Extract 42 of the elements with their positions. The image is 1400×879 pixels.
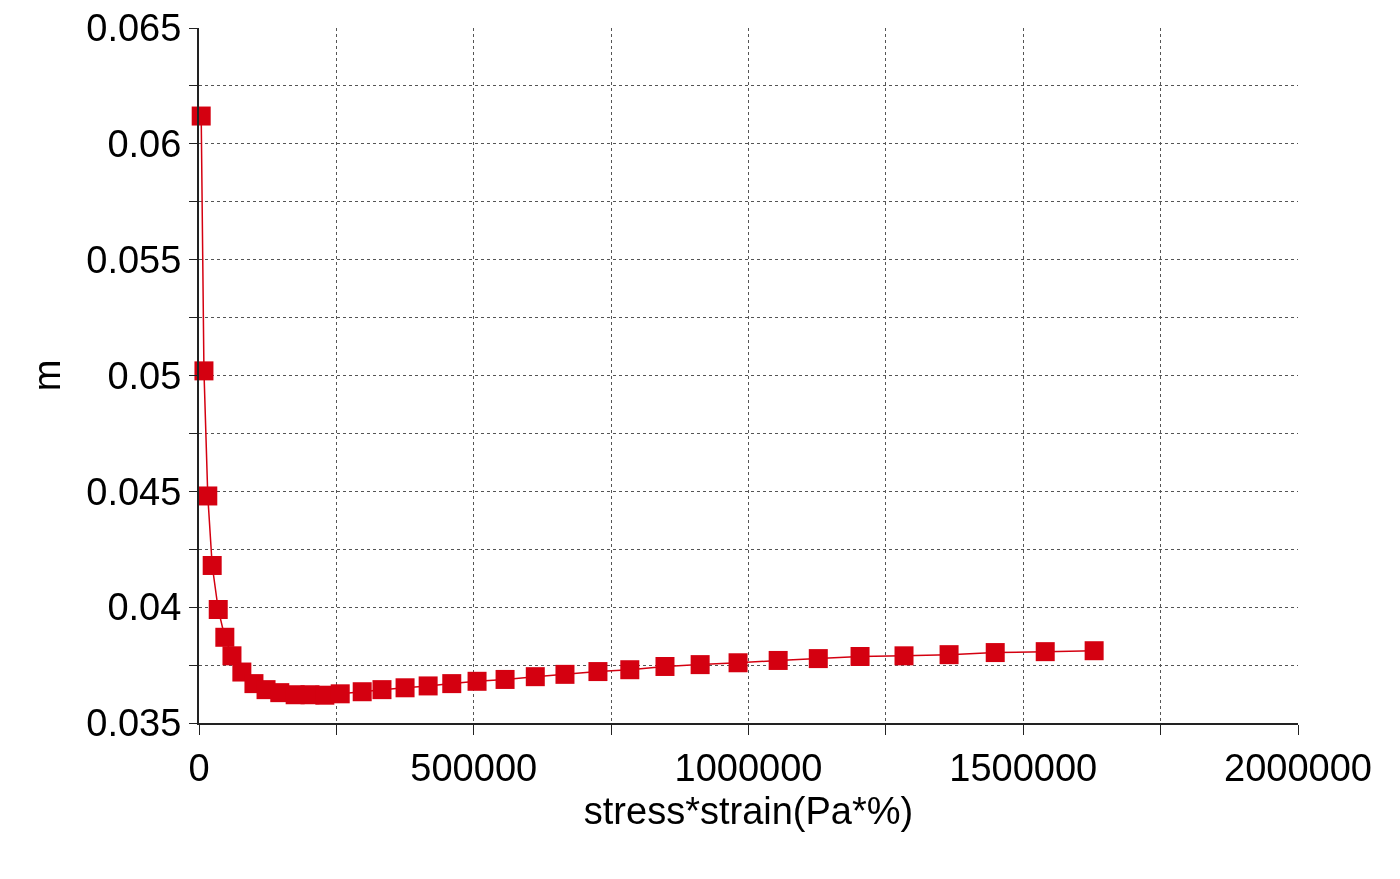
x-tick-label: 1000000 [674,746,823,789]
point [1084,641,1104,661]
point [352,682,372,702]
point [620,660,640,680]
y-tick-label: 0.045 [86,470,182,513]
y-axis-title: m [26,359,69,392]
y-tick-label: 0.065 [86,7,182,50]
point [555,664,575,684]
y-tick-label: 0.035 [86,702,182,745]
y-tick-label: 0.06 [107,123,182,166]
x-tick-label: 1500000 [949,746,1098,789]
point [467,671,487,691]
point [215,627,235,647]
point [728,653,748,673]
point [418,676,438,696]
point [442,674,462,694]
x-axis-title: stress*strain(Pa*%) [583,790,914,833]
point [588,662,608,682]
y-tick-label: 0.055 [86,238,182,281]
point [1035,642,1055,662]
point [198,486,218,506]
point [808,649,828,669]
point [208,599,228,619]
point [222,646,242,666]
point [655,656,675,676]
point [939,645,959,665]
point [372,680,392,700]
point [768,650,788,670]
point [202,555,222,575]
point [495,669,515,689]
point [985,643,1005,663]
point [850,647,870,667]
point [690,655,710,675]
point [894,646,914,666]
y-tick-label: 0.05 [107,354,182,397]
x-tick-label: 500000 [410,746,538,789]
y-tick-label: 0.04 [107,586,182,629]
point [395,678,415,698]
x-tick-label: 0 [188,746,210,789]
x-tick-label: 2000000 [1224,746,1372,789]
point [330,684,350,704]
point [525,667,545,687]
